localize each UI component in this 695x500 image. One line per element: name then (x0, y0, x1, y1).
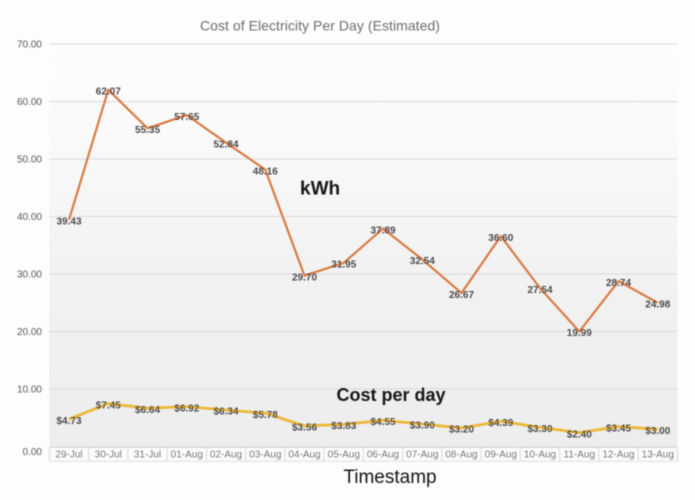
svg-text:$6.34: $6.34 (213, 407, 238, 418)
svg-text:24.98: 24.98 (645, 300, 670, 311)
svg-text:$3.20: $3.20 (449, 425, 474, 436)
svg-text:39.43: 39.43 (56, 217, 81, 228)
svg-text:30.00: 30.00 (17, 270, 42, 281)
svg-text:31-Jul: 31-Jul (134, 450, 161, 461)
svg-text:$7.45: $7.45 (96, 400, 121, 411)
svg-text:10.00: 10.00 (17, 384, 42, 395)
svg-text:32.54: 32.54 (410, 256, 435, 267)
svg-text:50.00: 50.00 (17, 155, 42, 166)
svg-text:03-Aug: 03-Aug (249, 450, 281, 461)
svg-text:$3.30: $3.30 (527, 424, 552, 435)
svg-text:$3.00: $3.00 (645, 426, 670, 437)
svg-text:$2.40: $2.40 (567, 429, 592, 440)
svg-text:06-Aug: 06-Aug (367, 450, 399, 461)
svg-text:28.74: 28.74 (606, 278, 631, 289)
svg-text:04-Aug: 04-Aug (288, 450, 320, 461)
svg-text:05-Aug: 05-Aug (328, 450, 360, 461)
svg-text:11-Aug: 11-Aug (564, 450, 596, 461)
svg-text:$4.55: $4.55 (370, 417, 395, 428)
svg-text:$5.78: $5.78 (253, 410, 278, 421)
svg-text:27.54: 27.54 (527, 285, 552, 296)
svg-text:52.84: 52.84 (213, 139, 238, 150)
svg-text:60.00: 60.00 (17, 97, 42, 108)
svg-text:29.70: 29.70 (292, 272, 317, 283)
svg-text:26.67: 26.67 (449, 290, 474, 301)
svg-text:$4.73: $4.73 (56, 416, 81, 427)
svg-text:40.00: 40.00 (17, 212, 42, 223)
svg-text:48.16: 48.16 (253, 166, 278, 177)
svg-text:$4.39: $4.39 (488, 418, 513, 429)
svg-text:$3.45: $3.45 (606, 423, 631, 434)
svg-text:Cost of Electricity Per Day (E: Cost of Electricity Per Day (Estimated) (200, 18, 440, 34)
svg-text:13-Aug: 13-Aug (642, 450, 674, 461)
svg-text:37.89: 37.89 (370, 225, 395, 236)
svg-text:$6.92: $6.92 (174, 403, 199, 414)
svg-text:19.99: 19.99 (567, 328, 592, 339)
svg-text:kWh: kWh (300, 179, 340, 200)
svg-text:30-Jul: 30-Jul (95, 450, 122, 461)
svg-text:55.35: 55.35 (135, 125, 160, 136)
svg-text:36.60: 36.60 (488, 233, 513, 244)
svg-text:62.07: 62.07 (96, 86, 121, 97)
svg-text:57.65: 57.65 (174, 112, 199, 123)
svg-text:$3.90: $3.90 (410, 421, 435, 432)
svg-text:$3.56: $3.56 (292, 423, 317, 434)
svg-text:70.00: 70.00 (17, 40, 42, 51)
svg-text:08-Aug: 08-Aug (445, 450, 477, 461)
svg-text:Cost per day: Cost per day (337, 385, 446, 405)
svg-text:01-Aug: 01-Aug (171, 450, 203, 461)
svg-text:$6.64: $6.64 (135, 405, 160, 416)
svg-text:0.00: 0.00 (23, 447, 43, 458)
svg-text:$3.83: $3.83 (331, 421, 356, 432)
svg-text:29-Jul: 29-Jul (55, 450, 82, 461)
svg-text:Timestamp: Timestamp (343, 467, 436, 488)
svg-text:31.95: 31.95 (331, 260, 356, 271)
svg-text:20.00: 20.00 (17, 327, 42, 338)
svg-text:12-Aug: 12-Aug (602, 450, 634, 461)
svg-text:09-Aug: 09-Aug (485, 450, 517, 461)
svg-text:10-Aug: 10-Aug (524, 450, 556, 461)
svg-text:07-Aug: 07-Aug (406, 450, 438, 461)
svg-text:02-Aug: 02-Aug (210, 450, 242, 461)
